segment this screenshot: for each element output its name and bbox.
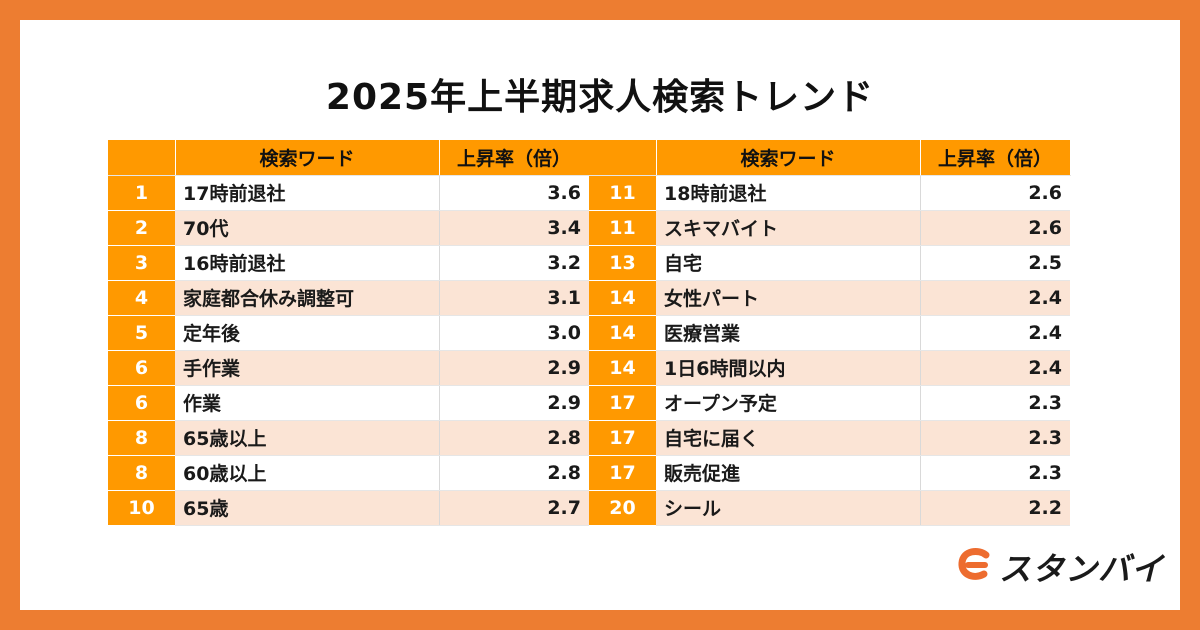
ranking-table-right: 検索ワード 上昇率（倍） 11 18時前退社 2.6 11 スキマバイト 2.6 13 自…: [589, 140, 1071, 526]
table-header-row: 検索ワード 上昇率（倍）: [108, 140, 590, 176]
header-rank: [589, 140, 657, 176]
rank-cell: 17: [589, 455, 656, 491]
rank-cell: 2: [108, 210, 175, 246]
header-growth-rate: 上昇率（倍）: [439, 140, 590, 176]
search-word-cell: 70代: [175, 210, 440, 246]
growth-rate-cell: 2.8: [439, 455, 589, 491]
rank-cell: 11: [589, 175, 656, 211]
rank-cell: 13: [589, 245, 656, 281]
search-word-cell: 家庭都合休み調整可: [175, 280, 440, 316]
rank-cell: 5: [108, 315, 175, 351]
table-row: 17 オープン予定 2.3: [589, 385, 1070, 421]
search-word-cell: 1日6時間以内: [656, 350, 921, 386]
rank-cell: 8: [108, 455, 175, 491]
stanby-logo-icon: [955, 545, 995, 589]
table-row: 8 60歳以上 2.8: [108, 455, 589, 491]
search-word-cell: 65歳: [175, 490, 440, 526]
rank-cell: 14: [589, 350, 656, 386]
table-row: 14 1日6時間以内 2.4: [589, 350, 1070, 386]
search-word-cell: 65歳以上: [175, 420, 440, 456]
search-word-cell: 定年後: [175, 315, 440, 351]
search-word-cell: 作業: [175, 385, 440, 421]
rank-cell: 17: [589, 385, 656, 421]
table-row: 11 18時前退社 2.6: [589, 175, 1070, 211]
table-row: 11 スキマバイト 2.6: [589, 210, 1070, 246]
table-row: 3 16時前退社 3.2: [108, 245, 589, 281]
search-word-cell: 女性パート: [656, 280, 921, 316]
growth-rate-cell: 2.4: [920, 350, 1070, 386]
search-word-cell: 自宅: [656, 245, 921, 281]
table-row: 17 販売促進 2.3: [589, 455, 1070, 491]
table-row: 1 17時前退社 3.6: [108, 175, 589, 211]
growth-rate-cell: 2.6: [920, 210, 1070, 246]
rank-cell: 14: [589, 280, 656, 316]
search-word-cell: スキマバイト: [656, 210, 921, 246]
growth-rate-cell: 3.2: [439, 245, 589, 281]
rank-cell: 14: [589, 315, 656, 351]
table-row: 17 自宅に届く 2.3: [589, 420, 1070, 456]
growth-rate-cell: 2.6: [920, 175, 1070, 211]
rank-cell: 11: [589, 210, 656, 246]
growth-rate-cell: 2.9: [439, 385, 589, 421]
search-word-cell: 医療営業: [656, 315, 921, 351]
table-row: 8 65歳以上 2.8: [108, 420, 589, 456]
growth-rate-cell: 2.3: [920, 385, 1070, 421]
stanby-logo-text: スタンバイ: [999, 550, 1165, 588]
header-growth-rate: 上昇率（倍）: [920, 140, 1071, 176]
search-word-cell: 18時前退社: [656, 175, 921, 211]
search-word-cell: 販売促進: [656, 455, 921, 491]
search-word-cell: オープン予定: [656, 385, 921, 421]
rank-cell: 6: [108, 350, 175, 386]
table-row: 6 手作業 2.9: [108, 350, 589, 386]
growth-rate-cell: 2.4: [920, 280, 1070, 316]
growth-rate-cell: 2.3: [920, 455, 1070, 491]
ranking-table-left: 検索ワード 上昇率（倍） 1 17時前退社 3.6 2 70代 3.4 3 16時前退社 3…: [108, 140, 590, 526]
growth-rate-cell: 2.3: [920, 420, 1070, 456]
rank-cell: 4: [108, 280, 175, 316]
rank-cell: 8: [108, 420, 175, 456]
table-row: 2 70代 3.4: [108, 210, 589, 246]
table-row: 6 作業 2.9: [108, 385, 589, 421]
header-rank: [108, 140, 176, 176]
table-row: 14 女性パート 2.4: [589, 280, 1070, 316]
search-word-cell: シール: [656, 490, 921, 526]
rank-cell: 1: [108, 175, 175, 211]
growth-rate-cell: 3.0: [439, 315, 589, 351]
rank-cell: 20: [589, 490, 656, 526]
growth-rate-cell: 2.2: [920, 490, 1070, 526]
search-word-cell: 60歳以上: [175, 455, 440, 491]
search-word-cell: 手作業: [175, 350, 440, 386]
header-search-word: 検索ワード: [175, 140, 440, 176]
table-header-row: 検索ワード 上昇率（倍）: [589, 140, 1071, 176]
table-row: 4 家庭都合休み調整可 3.1: [108, 280, 589, 316]
page-title: 2025年上半期求人検索トレンド: [325, 77, 875, 118]
rank-cell: 6: [108, 385, 175, 421]
table-row: 13 自宅 2.5: [589, 245, 1070, 281]
growth-rate-cell: 2.8: [439, 420, 589, 456]
table-row: 20 シール 2.2: [589, 490, 1070, 526]
table-row: 5 定年後 3.0: [108, 315, 589, 351]
search-word-cell: 17時前退社: [175, 175, 440, 211]
rank-cell: 17: [589, 420, 656, 456]
growth-rate-cell: 2.5: [920, 245, 1070, 281]
table-row: 10 65歳 2.7: [108, 490, 589, 526]
search-word-cell: 自宅に届く: [656, 420, 921, 456]
search-word-cell: 16時前退社: [175, 245, 440, 281]
growth-rate-cell: 2.7: [439, 490, 589, 526]
stanby-logo: スタンバイ: [955, 544, 1164, 590]
growth-rate-cell: 3.4: [439, 210, 589, 246]
rank-cell: 3: [108, 245, 175, 281]
table-row: 14 医療営業 2.4: [589, 315, 1070, 351]
growth-rate-cell: 2.4: [920, 315, 1070, 351]
growth-rate-cell: 2.9: [439, 350, 589, 386]
rank-cell: 10: [108, 490, 175, 526]
header-search-word: 検索ワード: [656, 140, 921, 176]
growth-rate-cell: 3.6: [439, 175, 589, 211]
growth-rate-cell: 3.1: [439, 280, 589, 316]
